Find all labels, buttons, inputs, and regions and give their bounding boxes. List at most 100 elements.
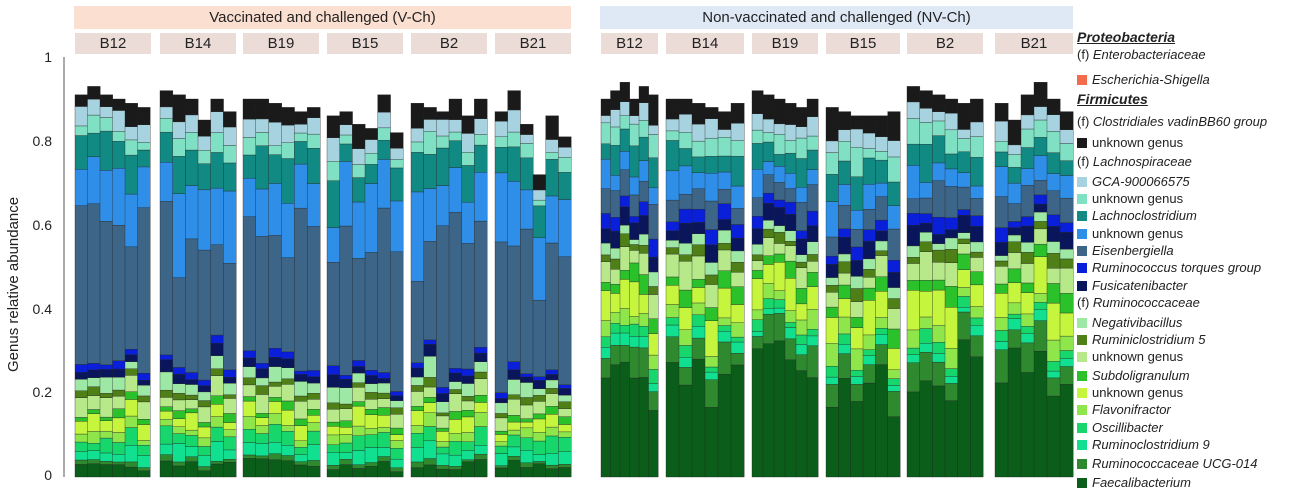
bar-segment: [730, 271, 745, 287]
bar-segment: [545, 159, 559, 197]
bar-segment: [74, 364, 88, 373]
bar-segment: [838, 298, 852, 318]
bar-segment: [326, 452, 341, 466]
bar-segment: [1020, 326, 1035, 334]
bar-segment: [474, 220, 488, 348]
bar-segment: [423, 154, 437, 189]
bar-segment: [87, 156, 101, 204]
bar-segment: [197, 400, 212, 408]
sample-bar: [520, 124, 534, 478]
bar-segment: [242, 458, 257, 478]
bar-segment: [932, 279, 946, 291]
y-tick-label: 0.8: [32, 133, 52, 149]
bar-segment: [210, 404, 224, 417]
bar-segment: [520, 404, 534, 419]
bar-segment: [704, 262, 719, 276]
bar-segment: [665, 276, 680, 286]
bar-segment: [825, 255, 839, 265]
legend-swatch: [1077, 263, 1087, 273]
bar-segment: [704, 356, 719, 368]
bar-segment: [762, 220, 775, 230]
sample-bar: [532, 174, 547, 478]
bar-segment: [919, 291, 933, 318]
bar-segment: [906, 198, 921, 214]
bar-segment: [461, 152, 475, 166]
bar-segment: [970, 317, 984, 326]
bar-segment: [1046, 98, 1061, 115]
bar-segment: [124, 349, 138, 355]
bar-segment: [137, 444, 151, 456]
bar-segment: [762, 141, 775, 162]
legend-swatch: [1077, 440, 1087, 450]
bar-segment: [665, 130, 680, 141]
bar-segment: [1033, 256, 1048, 294]
bar-segment: [507, 245, 521, 362]
bar-segment: [691, 279, 706, 288]
bar-segment: [957, 103, 971, 130]
bar-segment: [507, 181, 521, 247]
bar-segment: [850, 210, 864, 230]
bar-segment: [704, 407, 719, 478]
bar-segment: [730, 341, 745, 354]
bar-segment: [494, 445, 509, 454]
bar-segment: [665, 304, 680, 318]
bar-segment: [862, 382, 876, 478]
bar-segment: [773, 225, 786, 233]
bar-segment: [448, 98, 463, 120]
bar-segment: [507, 446, 521, 457]
bar-segment: [172, 465, 186, 478]
bar-segment: [629, 377, 640, 478]
stacked-bar-chart: [63, 57, 1074, 478]
bar-segment: [619, 345, 630, 363]
bar-segment: [875, 196, 889, 221]
bar-segment: [423, 402, 437, 413]
bar-segment: [242, 118, 257, 138]
bar-segment: [268, 121, 282, 146]
bar-segment: [410, 103, 425, 129]
bar-segment: [638, 253, 649, 275]
bar-segment: [773, 253, 786, 263]
bar-segment: [638, 294, 649, 314]
bar-segment: [751, 278, 764, 311]
bar-segment: [474, 172, 488, 222]
bar-segment: [717, 155, 732, 173]
bar-segment: [507, 361, 521, 371]
bar-segment: [268, 235, 282, 349]
bar-segment: [691, 302, 706, 316]
bar-segment: [1020, 263, 1035, 284]
bar-segment: [1059, 267, 1074, 294]
bar-segment: [377, 392, 391, 399]
bar-segment: [678, 98, 693, 115]
bar-segment: [838, 344, 852, 354]
bar-segment: [691, 103, 706, 125]
bar-segment: [957, 129, 971, 139]
bar-segment: [825, 107, 839, 142]
bar-segment: [294, 141, 308, 165]
bar-segment: [137, 424, 151, 441]
bar-segment: [600, 158, 611, 189]
bar-segment: [629, 316, 640, 325]
bar-segment: [137, 455, 151, 468]
bar-segment: [112, 408, 126, 419]
bar-segment: [558, 416, 572, 425]
bar-segment: [352, 366, 366, 374]
bar-segment: [242, 396, 257, 402]
bar-segment: [255, 413, 270, 418]
legend-swatch: [1077, 405, 1087, 415]
bar-segment: [74, 94, 88, 107]
bar-segment: [610, 283, 621, 294]
bar-segment: [678, 208, 693, 224]
bar-segment: [1007, 241, 1022, 253]
bar-segment: [862, 157, 876, 185]
bar-segment: [306, 466, 321, 478]
bar-segment: [294, 401, 308, 420]
bar-segment: [474, 412, 488, 427]
bar-segment: [390, 458, 404, 469]
sample-bar: [932, 94, 946, 478]
bar-segment: [887, 259, 901, 273]
bar-segment: [255, 368, 270, 379]
bar-segment: [862, 115, 876, 134]
bar-segment: [112, 98, 126, 111]
bar-segment: [887, 385, 901, 392]
bar-segment: [185, 114, 199, 133]
